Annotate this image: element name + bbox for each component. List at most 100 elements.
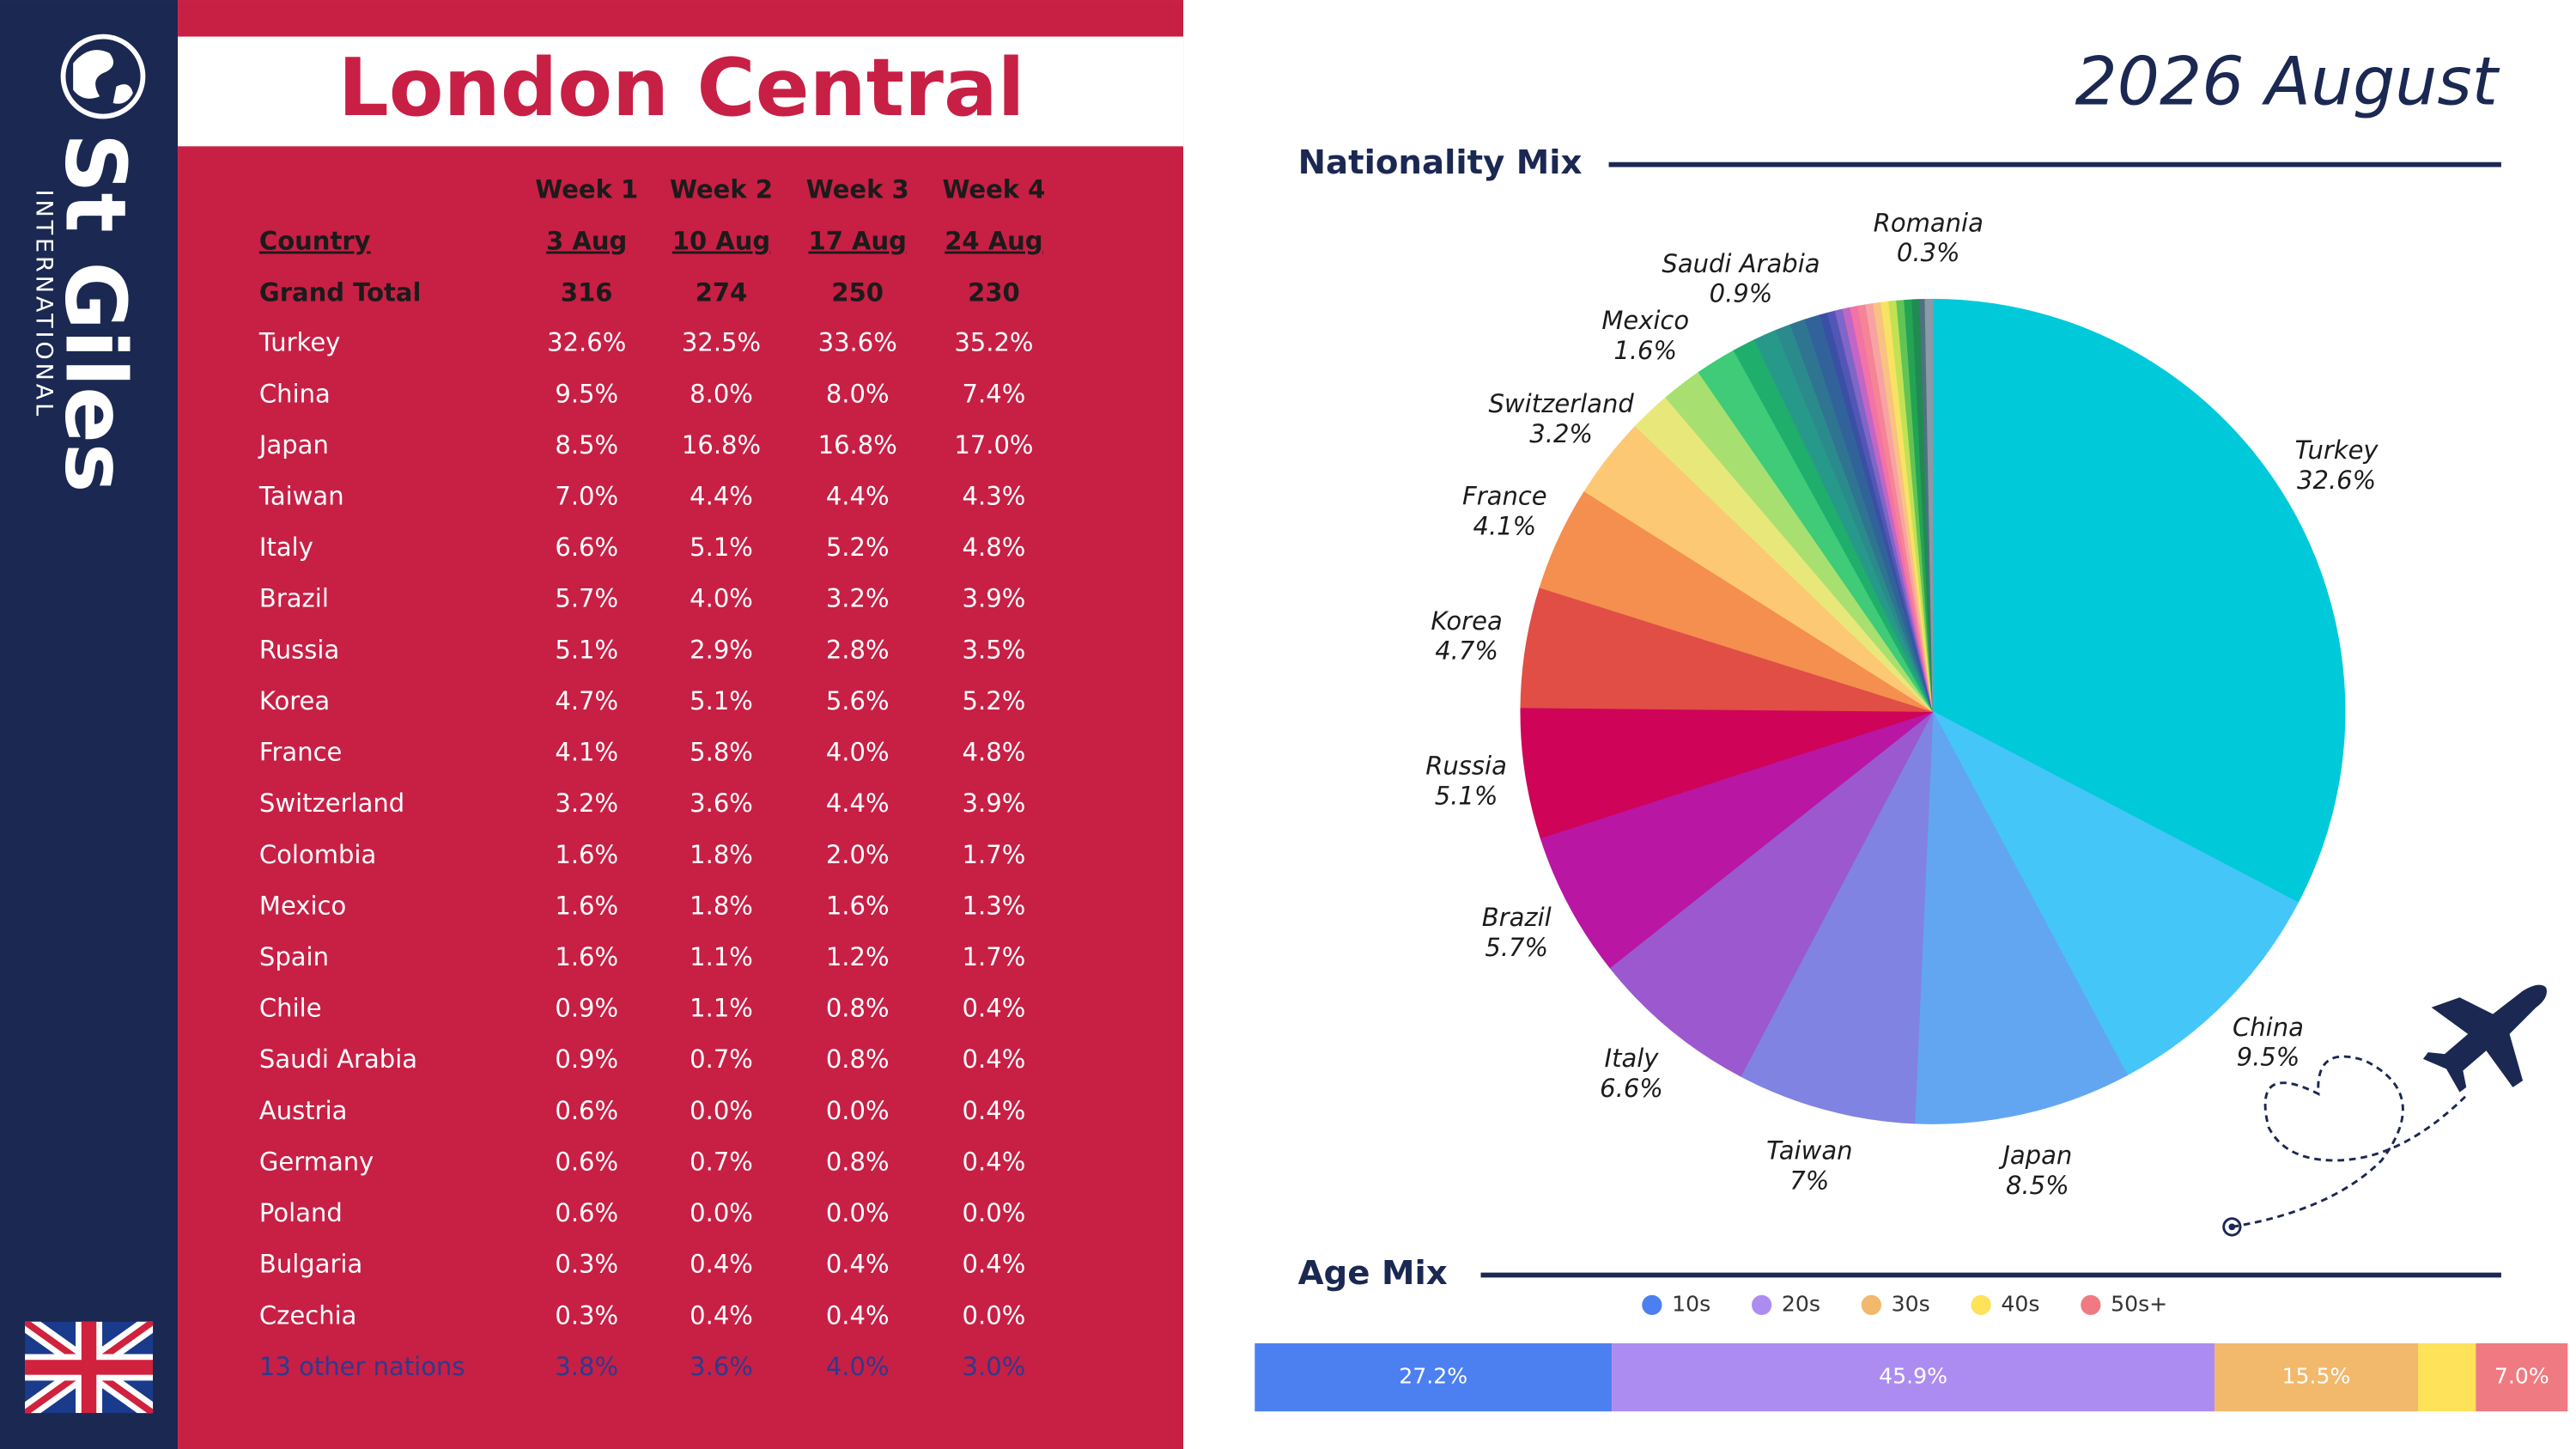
table-cell: 3.2% — [826, 584, 890, 613]
bar-segment — [2418, 1342, 2476, 1412]
bar-title: Age Mix — [1298, 1254, 1448, 1293]
table-cell: 9.5% — [555, 379, 618, 408]
slice-label: Brazil — [1482, 903, 1552, 932]
table-cell: 1.7% — [963, 942, 1026, 971]
bar-value-label: 15.5% — [2282, 1364, 2351, 1389]
uk-flag — [25, 1321, 154, 1414]
pie-slice — [1520, 707, 1934, 839]
table-cell: 0.6% — [555, 1147, 618, 1176]
plane-decoration — [2222, 984, 2547, 1237]
table-cell: 0.3% — [555, 1250, 618, 1279]
table-cell: 5.6% — [826, 686, 890, 715]
table-cell: 7.0% — [555, 482, 618, 511]
table-cell: 1.3% — [963, 891, 1026, 920]
table-cell: Bulgaria — [259, 1250, 362, 1279]
table-cell: 5.1% — [690, 533, 753, 562]
table-cell: 6.6% — [555, 533, 618, 562]
week-header: Week 1 — [535, 175, 638, 204]
slice-label: Korea — [1431, 606, 1502, 636]
table-cell: 16.8% — [682, 430, 761, 460]
table-cell: 0.3% — [555, 1300, 618, 1330]
slice-value: 7% — [1789, 1166, 1829, 1195]
table-cell: 2.9% — [690, 635, 753, 664]
bar-segment — [1255, 1342, 1613, 1412]
slice-value: 5.7% — [1485, 933, 1548, 962]
table-cell: 35.2% — [954, 328, 1033, 357]
table-cell: 7.4% — [963, 379, 1026, 408]
table-cell: 5.1% — [555, 635, 618, 664]
table-cell: 33.6% — [818, 328, 897, 357]
table-cell: 0.4% — [963, 1044, 1026, 1074]
total-cell: 250 — [831, 278, 884, 307]
sidebar — [0, 0, 179, 1449]
table-cell: France — [259, 738, 342, 767]
bar-segment — [2476, 1342, 2568, 1412]
legend-label: 20s — [1782, 1291, 1820, 1316]
table-cell: 4.7% — [555, 686, 618, 715]
other-cell: 3.0% — [963, 1352, 1026, 1381]
table-cell: 0.0% — [826, 1198, 890, 1227]
pie-slice — [1740, 711, 1934, 1124]
total-cell: 316 — [561, 278, 613, 307]
slice-label: Saudi Arabia — [1662, 249, 1820, 278]
table-cell: Russia — [259, 635, 339, 664]
table-cell: Taiwan — [258, 482, 344, 511]
total-cell: 274 — [696, 278, 748, 307]
table-cell: 0.0% — [963, 1300, 1026, 1330]
table-cell: 8.0% — [826, 379, 890, 408]
pie-slice — [1924, 298, 1934, 712]
column-header: Country — [259, 227, 371, 256]
pie-slice — [1914, 709, 2128, 1124]
week-header: Week 4 — [942, 175, 1045, 204]
slice-label: China — [2233, 1013, 2304, 1042]
table-cell: Japan — [258, 430, 329, 460]
slice-label: Russia — [1425, 752, 1507, 781]
pie-title: Nationality Mix — [1298, 143, 1583, 182]
title-box — [178, 36, 1184, 147]
table-cell: 0.4% — [826, 1250, 890, 1279]
table-cell: 0.4% — [963, 1250, 1026, 1279]
table-cell: 3.2% — [555, 788, 618, 818]
table-cell: Mexico — [259, 891, 346, 920]
age-chart: 10s 27.2% 20s 45.9% 30s 15.5% 40s 50s+ 7.0% — [1255, 1291, 2568, 1412]
pie-slice — [1931, 710, 2300, 1076]
slice-value: 9.5% — [2237, 1043, 2300, 1072]
table-cell: 1.8% — [690, 840, 753, 869]
slice-label: Japan — [1998, 1141, 2072, 1170]
table-cell: 4.1% — [555, 738, 618, 767]
table-cell: Colombia — [259, 840, 376, 869]
legend-dot — [1752, 1294, 1772, 1315]
table-cell: 5.2% — [963, 686, 1026, 715]
table-cell: 4.4% — [826, 788, 890, 818]
table-cell: 1.6% — [555, 942, 618, 971]
table-cell: Chile — [259, 994, 322, 1023]
pie-slice — [1540, 710, 1934, 969]
table-cell: 32.5% — [682, 328, 761, 357]
table-cell: 16.8% — [818, 430, 897, 460]
slice-value: 32.6% — [2297, 466, 2376, 495]
table-cell: 0.4% — [826, 1300, 890, 1330]
table-cell: 5.2% — [826, 533, 890, 562]
table-cell: 0.4% — [963, 1096, 1026, 1125]
slice-value: 4.1% — [1473, 511, 1536, 540]
slice-label: Switzerland — [1489, 389, 1635, 418]
week-header: Week 2 — [670, 175, 773, 204]
table-cell: 1.6% — [555, 840, 618, 869]
table-cell: Spain — [259, 942, 329, 971]
table-cell: 0.0% — [826, 1096, 890, 1125]
table-cell: 0.4% — [963, 994, 1026, 1023]
table-cell: Italy — [259, 533, 313, 562]
column-header: 3 Aug — [546, 227, 627, 256]
pie-slice — [1609, 711, 1934, 1077]
table-cell: 17.0% — [954, 430, 1033, 460]
legend-dot — [2081, 1294, 2101, 1315]
slice-label: Italy — [1605, 1044, 1660, 1073]
slice-value: 4.7% — [1435, 636, 1498, 666]
table-cell: 1.6% — [555, 891, 618, 920]
table: Week 1 Week 2 Week 3 Week 4 Country 3 Aug 10 A… — [258, 175, 1045, 1381]
other-cell: 13 other nations — [259, 1352, 465, 1381]
table-cell: 0.8% — [826, 1044, 890, 1074]
table-cell: Korea — [259, 686, 330, 715]
table-cell: 1.2% — [826, 942, 890, 971]
